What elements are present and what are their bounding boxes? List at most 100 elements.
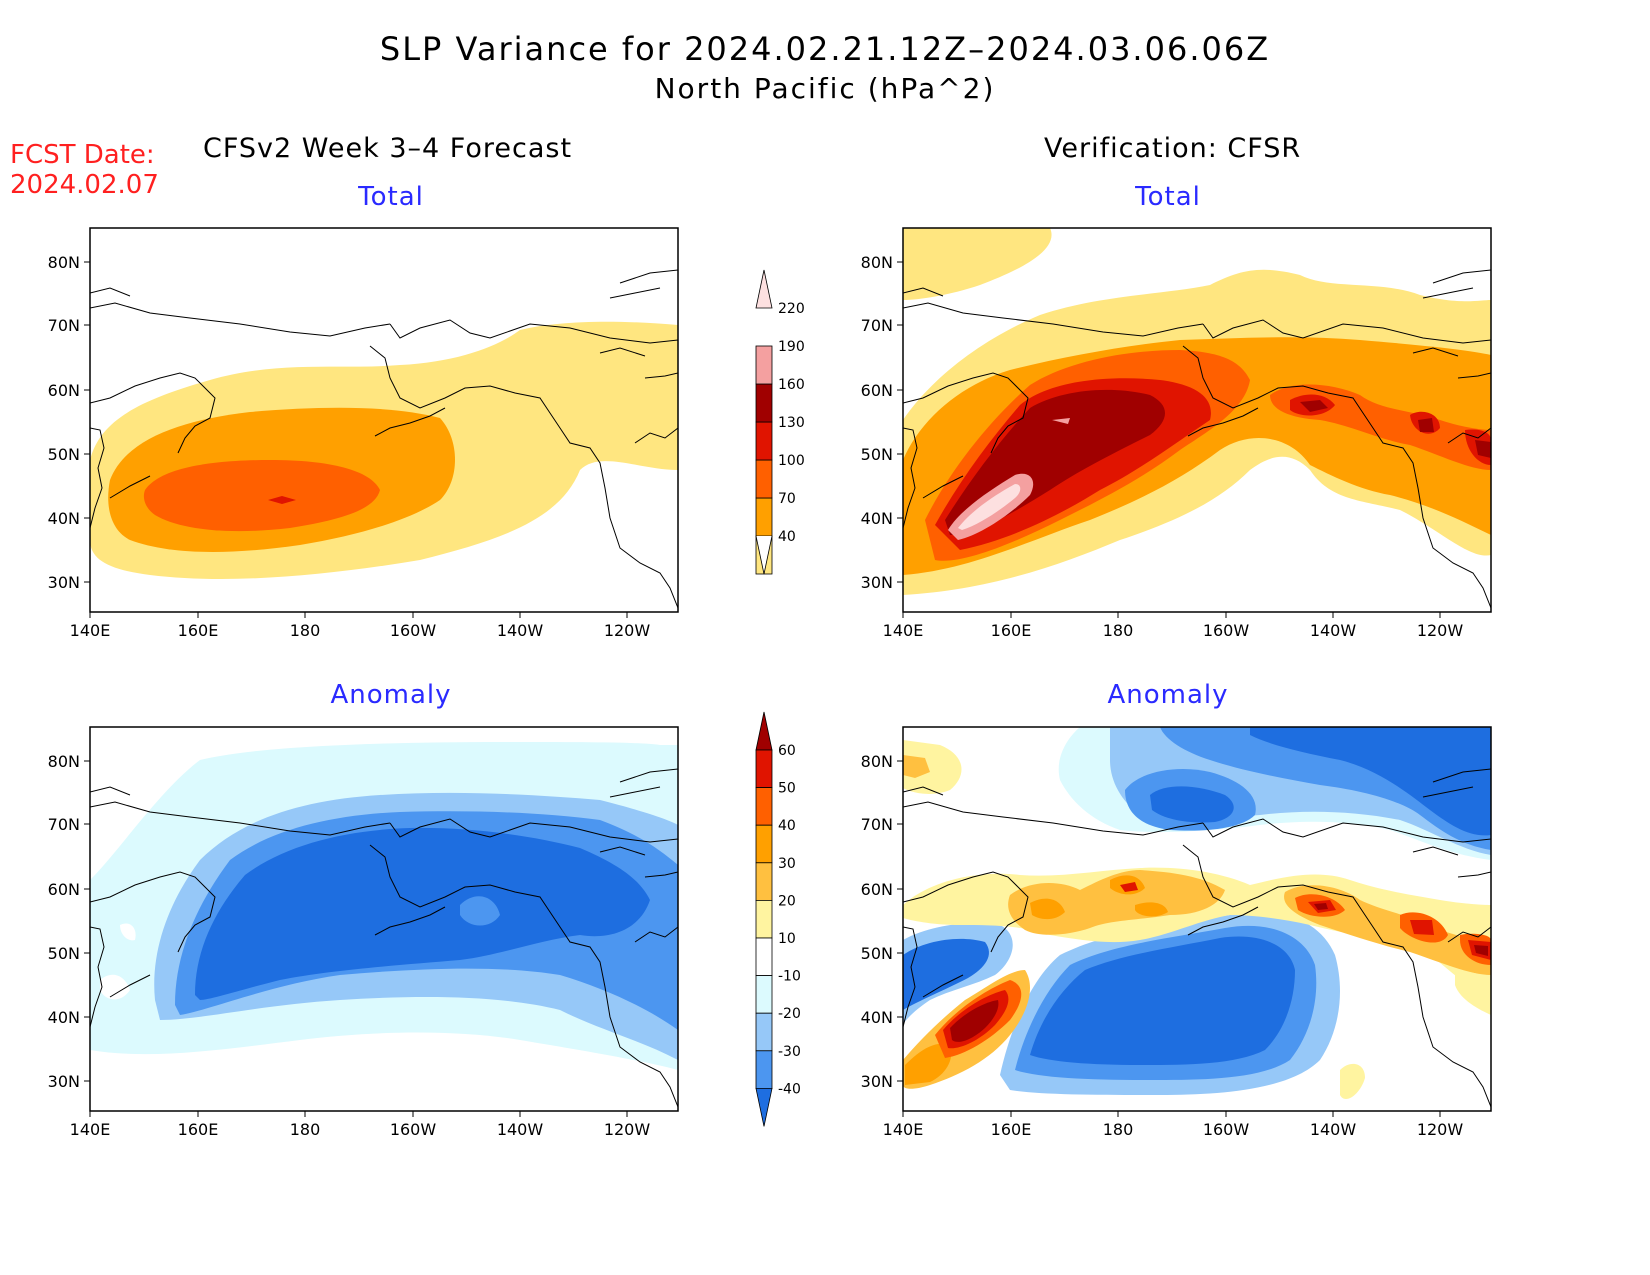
- lat-label: 30N: [48, 573, 80, 592]
- colorbar-level: -20: [778, 1006, 801, 1022]
- colorbar-level: 40: [778, 529, 796, 545]
- panel-title-forecast-total: Total: [358, 182, 424, 212]
- forecast-total-map: [90, 228, 678, 612]
- colorbar-box: [755, 345, 773, 385]
- colorbar-box: [755, 421, 773, 461]
- colorbar-level: 160: [778, 377, 805, 393]
- colorbar-level: 100: [778, 453, 805, 469]
- figure-title: SLP Variance for 2024.02.21.12Z–2024.03.…: [379, 30, 1271, 68]
- lat-label: 60N: [861, 880, 893, 899]
- lon-label: 160E: [991, 621, 1032, 640]
- colorbar-box: [755, 862, 773, 901]
- colorbar-box: [755, 900, 773, 939]
- colorbar-level: 40: [778, 818, 796, 834]
- colorbar-level: 30: [778, 856, 796, 872]
- lon-label: 160W: [1203, 1120, 1250, 1139]
- lon-label: 180: [1103, 621, 1134, 640]
- map-axes: 80N 70N 60N 50N 40N 30N 140E 160E 180 160W 140W 120…: [48, 253, 1464, 1139]
- colorbar-box: [755, 1050, 773, 1089]
- lat-label: 40N: [861, 1008, 893, 1027]
- colorbar-level: 20: [778, 893, 796, 909]
- colorbar-box: [755, 975, 773, 1014]
- forecast-column-title: CFSv2 Week 3–4 Forecast: [203, 133, 573, 164]
- lon-label: 180: [290, 621, 321, 640]
- lat-label: 80N: [861, 253, 893, 272]
- lon-label: 140W: [1310, 1120, 1357, 1139]
- verification-anomaly-map: [903, 727, 1491, 1111]
- lat-label: 60N: [48, 381, 80, 400]
- colorbar-box: [755, 787, 773, 826]
- colorbar-level: -10: [778, 969, 801, 985]
- lon-label: 180: [290, 1120, 321, 1139]
- lon-label: 160E: [178, 1120, 219, 1139]
- verification-total-map: [903, 228, 1491, 612]
- colorbar-box: [755, 749, 773, 788]
- lat-label: 70N: [48, 815, 80, 834]
- colorbar-arrow-bottom: [755, 1088, 773, 1127]
- panel-title-verification-total: Total: [1135, 182, 1201, 212]
- figure-subtitle: North Pacific (hPa^2): [654, 72, 996, 105]
- lat-label: 50N: [861, 445, 893, 464]
- lon-label: 140E: [70, 621, 111, 640]
- colorbar-level: 10: [778, 931, 796, 947]
- lat-label: 40N: [48, 1008, 80, 1027]
- lon-label: 160W: [390, 1120, 437, 1139]
- lat-label: 30N: [48, 1072, 80, 1091]
- colorbar-arrow-bottom: [755, 535, 773, 575]
- lon-label: 160W: [1203, 621, 1250, 640]
- lon-label: 140E: [883, 621, 924, 640]
- colorbar-box: [755, 824, 773, 864]
- lon-label: 120W: [1417, 1120, 1464, 1139]
- lon-label: 140E: [70, 1120, 111, 1139]
- lat-label: 70N: [48, 316, 80, 335]
- forecast-anomaly-map: [90, 727, 678, 1111]
- lat-label: 50N: [48, 445, 80, 464]
- lat-label: 40N: [48, 509, 80, 528]
- colorbar-level: 60: [778, 743, 796, 759]
- lon-label: 180: [1103, 1120, 1134, 1139]
- lat-label: 60N: [861, 381, 893, 400]
- colorbar-level: 50: [778, 781, 796, 797]
- lat-label: 60N: [48, 880, 80, 899]
- colorbar-level: 70: [778, 491, 796, 507]
- lon-label: 160E: [178, 621, 219, 640]
- total-colorbar: 40 70 100 130 160 190 220: [755, 269, 805, 575]
- lat-label: 80N: [861, 752, 893, 771]
- colorbar-level: -40: [778, 1081, 801, 1097]
- lat-label: 50N: [861, 944, 893, 963]
- lon-label: 120W: [604, 621, 651, 640]
- forecast-date: FCST Date: 2024.02.07: [10, 140, 159, 200]
- colorbar-level: -30: [778, 1044, 801, 1060]
- colorbar-level: 130: [778, 415, 805, 431]
- lon-label: 140E: [883, 1120, 924, 1139]
- panel-title-verification-anomaly: Anomaly: [1107, 680, 1229, 710]
- lon-label: 140W: [497, 621, 544, 640]
- colorbar-box: [755, 937, 773, 976]
- colorbar-level: 220: [778, 301, 805, 317]
- anomaly-colorbar: 60 50 40 30 20 10 -10 -20 -30 -40: [755, 711, 801, 1127]
- lat-label: 30N: [861, 573, 893, 592]
- lon-label: 140W: [1310, 621, 1357, 640]
- colorbar-box: [755, 1012, 773, 1052]
- colorbar-arrow-top: [755, 269, 773, 309]
- lon-label: 120W: [604, 1120, 651, 1139]
- forecast-date-label: FCST Date:: [10, 140, 155, 170]
- lat-label: 70N: [861, 815, 893, 834]
- lat-label: 30N: [861, 1072, 893, 1091]
- panel-title-forecast-anomaly: Anomaly: [330, 680, 452, 710]
- lat-label: 40N: [861, 509, 893, 528]
- colorbar-level: 190: [778, 339, 805, 355]
- colorbar-box: [755, 383, 773, 423]
- lon-label: 140W: [497, 1120, 544, 1139]
- lat-label: 50N: [48, 944, 80, 963]
- lat-label: 80N: [48, 752, 80, 771]
- colorbar-arrow-top: [755, 711, 773, 751]
- lon-label: 120W: [1417, 621, 1464, 640]
- colorbar-box: [755, 497, 773, 537]
- forecast-date-value: 2024.02.07: [10, 170, 159, 200]
- lat-label: 70N: [861, 316, 893, 335]
- lat-label: 80N: [48, 253, 80, 272]
- lon-label: 160E: [991, 1120, 1032, 1139]
- lon-label: 160W: [390, 621, 437, 640]
